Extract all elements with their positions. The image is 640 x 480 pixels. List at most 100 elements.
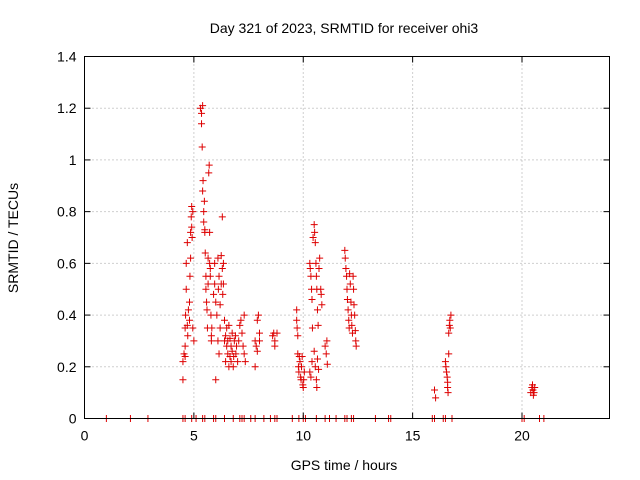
y-tick-label: 1 [69, 152, 77, 168]
data-point [350, 285, 358, 293]
data-point [211, 259, 219, 267]
data-point [216, 301, 224, 309]
data-point [235, 337, 243, 345]
data-point [236, 321, 244, 329]
data-point [182, 285, 190, 293]
data-point [309, 234, 317, 241]
data-point [206, 265, 214, 273]
data-point [306, 368, 314, 376]
data-point [240, 350, 248, 358]
data-point [323, 360, 331, 368]
data-point [205, 161, 213, 169]
data-point [348, 321, 356, 329]
data-point [256, 337, 263, 345]
data-point [313, 355, 321, 363]
data-point [179, 358, 187, 366]
data-point [445, 329, 453, 337]
data-point [204, 280, 212, 288]
data-point [316, 254, 324, 262]
data-point [199, 177, 207, 185]
data-point [312, 376, 320, 384]
data-point [323, 337, 331, 345]
data-point [233, 342, 241, 350]
data-point [219, 290, 227, 298]
data-point [214, 337, 222, 345]
data-point [228, 347, 236, 355]
data-point [298, 352, 306, 360]
data-point [206, 272, 214, 280]
data-point [293, 306, 301, 314]
data-point [210, 290, 218, 298]
y-axis-label: SRMTID / TECUs [5, 183, 21, 293]
y-tick-label: 0 [69, 411, 77, 427]
data-point [293, 316, 301, 324]
data-point [351, 327, 359, 335]
data-point [293, 324, 301, 332]
data-point [444, 389, 452, 397]
data-point [253, 347, 261, 355]
y-tick-label: 0.6 [57, 255, 77, 271]
data-point [203, 306, 211, 314]
data-point [315, 265, 323, 273]
data-point [342, 265, 350, 273]
data-point [189, 324, 197, 332]
data-point [202, 285, 210, 293]
x-tick-label: 15 [405, 428, 421, 444]
data-point [311, 239, 319, 247]
chart-title: Day 321 of 2023, SRMTID for receiver ohi… [210, 20, 479, 36]
data-point [307, 373, 315, 381]
data-point [188, 234, 196, 241]
data-point [186, 298, 193, 306]
data-point [308, 324, 316, 332]
data-point [322, 350, 330, 358]
data-point [232, 350, 240, 358]
data-point [182, 311, 190, 319]
data-point [189, 208, 197, 216]
data-point [219, 280, 227, 288]
data-point [218, 213, 226, 221]
data-point [251, 363, 259, 371]
data-point [207, 337, 215, 345]
data-point [321, 342, 329, 350]
data-point [344, 306, 352, 314]
data-point [198, 109, 206, 117]
data-point [184, 306, 192, 314]
data-point [445, 350, 453, 358]
data-point [200, 208, 208, 216]
data-point [231, 332, 239, 340]
data-point [443, 368, 451, 376]
data-point [306, 265, 314, 273]
x-tick-label: 5 [190, 428, 198, 444]
data-point [317, 290, 325, 298]
y-tick-label: 0.8 [57, 204, 77, 220]
data-point [237, 316, 245, 324]
data-point [179, 376, 187, 384]
data-point [222, 332, 230, 340]
data-point [240, 311, 248, 319]
data-point [201, 249, 209, 257]
data-point [241, 358, 249, 366]
data-point [200, 218, 208, 226]
x-tick-label: 10 [295, 428, 311, 444]
data-point [204, 254, 212, 262]
data-point [186, 316, 193, 324]
data-point [208, 324, 216, 332]
data-point [252, 342, 260, 350]
data-point [308, 358, 316, 366]
data-point [188, 223, 196, 231]
data-point [186, 272, 194, 280]
data-point [214, 285, 222, 293]
data-point [531, 383, 539, 391]
data-point [310, 347, 318, 355]
y-tick-label: 0.2 [57, 359, 77, 375]
data-point [190, 337, 198, 345]
data-point [211, 280, 219, 288]
data-point [219, 259, 227, 267]
data-point [341, 254, 349, 262]
data-point [432, 394, 440, 402]
y-tick-label: 1.2 [57, 100, 77, 116]
data-point [352, 342, 360, 350]
data-point [198, 143, 206, 151]
data-point [203, 298, 211, 306]
